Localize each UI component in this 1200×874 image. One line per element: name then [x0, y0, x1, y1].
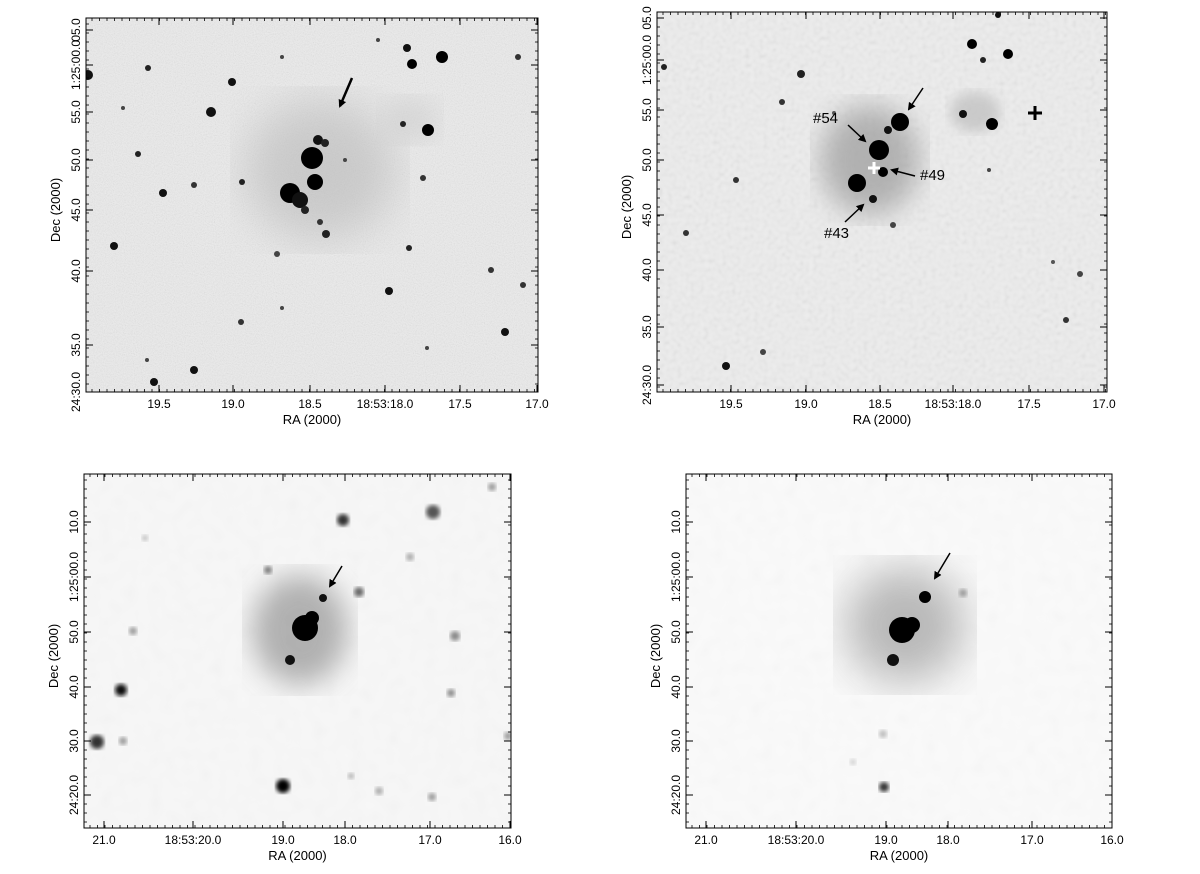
y-tick-label: 50.0 [69, 148, 83, 172]
reference-cross-marker [1028, 106, 1042, 120]
x-axis-title: RA (2000) [268, 848, 327, 863]
x-tick-label: 17.0 [1020, 833, 1044, 847]
x-tick-label: 19.0 [221, 397, 245, 411]
x-tick-label: 17.0 [1092, 397, 1116, 411]
x-tick-label: 18:53:18.0 [357, 397, 414, 411]
y-tick-label: 10.0 [67, 510, 81, 534]
y-tick-label: 50.0 [669, 620, 683, 644]
y-tick-label: 05.0 [640, 6, 654, 30]
panel-bottom-left: 21.0 18:53:20.0 19.0 18.0 17.0 16.0 24:20.0 30.… [46, 473, 522, 863]
arrow-49 [890, 167, 916, 177]
panel-bottom-right: 21.0 18:53:20.0 19.0 18.0 17.0 16.0 24:20.0 30.… [648, 473, 1124, 863]
y-axis-title: Dec (2000) [619, 175, 634, 239]
x-tick-label: 18.0 [333, 833, 357, 847]
panel-top-right: #54 #49 #43 19.5 19.0 18.5 18:53:18.0 17.5 17… [619, 6, 1116, 427]
x-tick-label: 17.0 [525, 397, 549, 411]
star-field-image [86, 18, 538, 392]
x-tick-label: 18.5 [868, 397, 892, 411]
y-tick-label: 50.0 [67, 620, 81, 644]
y-tick-label: 1:25:00.0 [69, 40, 83, 90]
y-tick-label: 40.0 [669, 675, 683, 699]
x-tick-label: 16.0 [1100, 833, 1124, 847]
y-tick-label: 35.0 [69, 333, 83, 357]
y-tick-label: 30.0 [669, 729, 683, 753]
x-axis-title: RA (2000) [870, 848, 929, 863]
x-tick-label: 18.0 [936, 833, 960, 847]
y-tick-label: 1:25:00.0 [669, 552, 683, 602]
y-tick-label: 1:25:00.0 [67, 552, 81, 602]
y-tick-label: 1:25:00.0 [640, 35, 654, 85]
pointer-arrow [907, 87, 924, 111]
y-tick-label: 24:30.0 [640, 365, 654, 405]
x-axis-title: RA (2000) [853, 412, 912, 427]
arrow-43 [844, 203, 865, 223]
x-tick-label: 18:53:18.0 [925, 397, 982, 411]
x-tick-label: 17.5 [1017, 397, 1041, 411]
x-tick-label: 19.0 [271, 833, 295, 847]
y-tick-label: 55.0 [69, 100, 83, 124]
pointer-arrow [338, 77, 354, 108]
star-field-image [686, 474, 1112, 828]
y-tick-label: 40.0 [69, 259, 83, 283]
pointer-arrow [328, 565, 343, 588]
panel-top-left: 19.5 19.0 18.5 18:53:18.0 17.5 17.0 24:30.0 35.… [48, 17, 549, 427]
star-field-image [657, 12, 1107, 392]
x-tick-label: 16.0 [498, 833, 522, 847]
pointer-arrow [933, 552, 951, 580]
x-tick-label: 17.0 [418, 833, 442, 847]
x-axis-title: RA (2000) [283, 412, 342, 427]
y-tick-label: 45.0 [69, 198, 83, 222]
x-tick-label: 17.5 [448, 397, 472, 411]
x-tick-label: 19.0 [794, 397, 818, 411]
x-tick-label: 18:53:20.0 [768, 833, 825, 847]
x-tick-label: 19.5 [147, 397, 171, 411]
x-tick-label: 18:53:20.0 [165, 833, 222, 847]
y-tick-label: 10.0 [669, 510, 683, 534]
y-axis-title: Dec (2000) [648, 624, 663, 688]
y-tick-label: 30.0 [67, 729, 81, 753]
x-tick-label: 21.0 [92, 833, 116, 847]
x-tick-label: 21.0 [694, 833, 718, 847]
source-label-54: #54 [813, 110, 838, 127]
y-tick-label: 24:20.0 [669, 775, 683, 815]
y-tick-label: 55.0 [640, 98, 654, 122]
y-tick-label: 24:30.0 [69, 372, 83, 412]
x-tick-label: 18.5 [298, 397, 322, 411]
target-cross-marker [868, 162, 880, 174]
y-tick-label: 05.0 [69, 18, 83, 42]
x-tick-label: 19.0 [874, 833, 898, 847]
y-axis-title: Dec (2000) [46, 624, 61, 688]
y-tick-label: 40.0 [640, 258, 654, 282]
y-tick-label: 35.0 [640, 315, 654, 339]
arrow-54 [847, 124, 867, 143]
y-axis-title: Dec (2000) [48, 178, 63, 242]
y-tick-label: 45.0 [640, 203, 654, 227]
y-tick-label: 50.0 [640, 148, 654, 172]
source-label-49: #49 [920, 167, 945, 184]
source-label-43: #43 [824, 225, 849, 242]
y-tick-label: 40.0 [67, 675, 81, 699]
x-tick-label: 19.5 [719, 397, 743, 411]
y-tick-label: 24:20.0 [67, 775, 81, 815]
star-field-image [84, 474, 511, 828]
